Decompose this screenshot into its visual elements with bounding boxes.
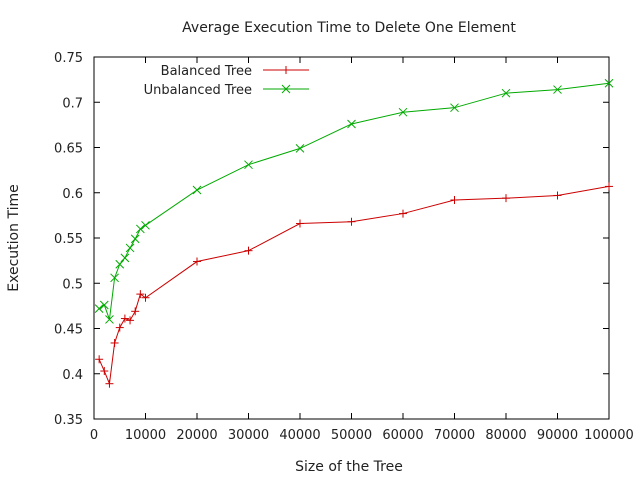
series-layer [94,78,614,388]
series-line-unbalanced-tree [98,82,610,320]
data-point-unbalanced-tree [347,119,356,129]
legend-label-balanced-tree: Balanced Tree [161,64,252,79]
data-point-unbalanced-tree [450,103,459,113]
x-axis-label: Size of the Tree [295,459,403,475]
legend-marker-unbalanced-tree [281,84,291,94]
y-tick-label: 0.55 [54,232,83,247]
data-point-balanced-tree [553,191,562,200]
data-point-balanced-tree [115,323,124,332]
data-point-unbalanced-tree [398,107,408,117]
data-point-unbalanced-tree [94,304,104,313]
legend-label-unbalanced-tree: Unbalanced Tree [144,83,252,98]
data-point-unbalanced-tree [120,253,130,263]
data-point-balanced-tree [95,355,104,364]
data-point-balanced-tree [296,219,304,228]
x-tick-label: 50000 [331,428,372,443]
x-tick-label: 70000 [434,428,475,443]
data-point-balanced-tree [141,293,150,302]
data-point-unbalanced-tree [501,88,511,98]
x-tick-label: 30000 [228,428,269,443]
ticks-layer: 0 10000 20000 30000 40000 50000 60000 70000 8000… [54,51,634,443]
y-tick-label: 0.65 [54,142,83,157]
y-axis-label: Execution Time [6,184,22,291]
x-tick-label: 80000 [485,428,526,443]
data-point-unbalanced-tree [130,234,140,244]
x-tick-label: 100000 [584,428,634,443]
data-point-balanced-tree [131,307,140,316]
data-point-balanced-tree [105,379,114,388]
y-tick-label: 0.45 [54,323,83,338]
legend: Balanced Tree Unbalanced Tree [144,64,309,98]
data-point-balanced-tree [347,217,356,226]
data-point-balanced-tree [399,209,407,218]
data-point-unbalanced-tree [553,85,562,94]
data-point-unbalanced-tree [115,259,125,269]
data-point-balanced-tree [450,195,459,204]
y-tick-label: 0.75 [54,51,83,66]
x-tick-label: 10000 [125,428,166,443]
plot-frame [93,56,610,420]
data-point-unbalanced-tree [295,144,305,153]
data-point-unbalanced-tree [604,78,614,88]
x-tick-label: 60000 [382,428,423,443]
data-point-balanced-tree [100,367,109,376]
y-tick-label: 0.7 [62,96,83,111]
y-tick-label: 0.5 [62,277,83,292]
y-tick-label: 0.4 [62,368,83,383]
x-tick-label: 20000 [176,428,217,443]
x-tick-label: 40000 [279,428,320,443]
data-point-balanced-tree [502,194,510,203]
series-line-balanced-tree [98,185,610,386]
data-point-balanced-tree [120,314,129,323]
data-point-unbalanced-tree [141,220,150,230]
data-point-unbalanced-tree [244,160,253,170]
data-point-balanced-tree [244,246,253,255]
chart-title: Average Execution Time to Delete One Ele… [182,20,516,36]
data-point-unbalanced-tree [99,300,109,310]
x-tick-label: 90000 [537,428,578,443]
data-point-balanced-tree [605,182,613,191]
data-point-unbalanced-tree [110,273,119,283]
data-point-balanced-tree [110,338,119,347]
data-point-unbalanced-tree [135,224,145,234]
legend-marker-balanced-tree [282,66,290,74]
data-point-balanced-tree [126,316,135,325]
data-point-unbalanced-tree [125,243,135,253]
y-tick-label: 0.6 [62,187,83,202]
x-tick-label: 0 [90,428,98,443]
data-point-unbalanced-tree [105,315,114,324]
data-point-unbalanced-tree [192,185,202,195]
y-tick-label: 0.35 [54,413,83,428]
data-point-balanced-tree [136,290,145,299]
data-point-balanced-tree [193,257,201,266]
